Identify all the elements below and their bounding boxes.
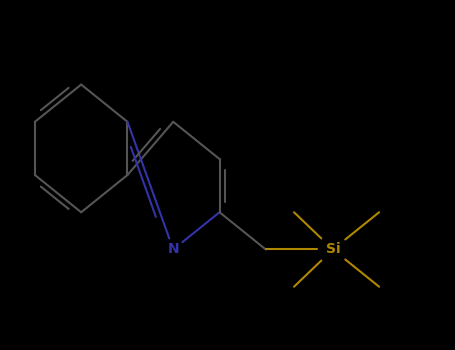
Text: Si: Si bbox=[325, 243, 340, 257]
Text: N: N bbox=[167, 243, 179, 257]
